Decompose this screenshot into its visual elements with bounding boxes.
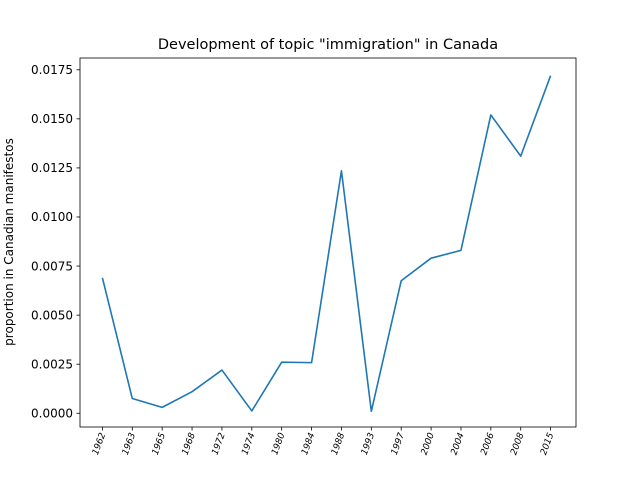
x-tick-label: 1997 (390, 431, 407, 456)
y-tick-label: 0.0050 (31, 308, 73, 322)
x-tick-label: 1988 (330, 431, 347, 456)
plot-area: 0.0000 0.0025 0.0050 0.0075 0.0100 0.0125 0.01… (31, 57, 577, 457)
x-tick-label: 1984 (300, 431, 317, 456)
chart-title: Development of topic "immigration" in Ca… (158, 37, 498, 53)
x-tick-label: 1962 (91, 431, 108, 456)
x-tick-label: 1972 (211, 431, 228, 456)
y-tick-label: 0.0000 (31, 406, 73, 420)
series-line-0 (101, 75, 552, 413)
y-tick-label: 0.0175 (31, 63, 73, 77)
x-tick-label: 2006 (479, 431, 496, 456)
x-tick-label: 2004 (450, 431, 467, 456)
x-tick-label: 1963 (121, 431, 138, 456)
y-tick-label: 0.0150 (31, 112, 73, 126)
x-tick-label: 1965 (151, 431, 168, 456)
y-axis-label: proportion in Canadian manifestos (2, 138, 16, 346)
x-tick-label: 1980 (270, 431, 287, 456)
x-tick-label: 2008 (509, 431, 526, 456)
x-tick-label: 1974 (240, 431, 257, 456)
axes-frame (79, 57, 577, 428)
x-tick-label: 1993 (360, 431, 377, 456)
y-tick-label: 0.0075 (31, 259, 73, 273)
y-tick-label: 0.0025 (31, 357, 73, 371)
x-tick-label: 1968 (181, 431, 198, 456)
x-tick-label: 2015 (539, 431, 556, 456)
y-tick-label: 0.0125 (31, 161, 73, 175)
y-tick-label: 0.0100 (31, 210, 73, 224)
x-tick-label: 2000 (420, 431, 437, 456)
